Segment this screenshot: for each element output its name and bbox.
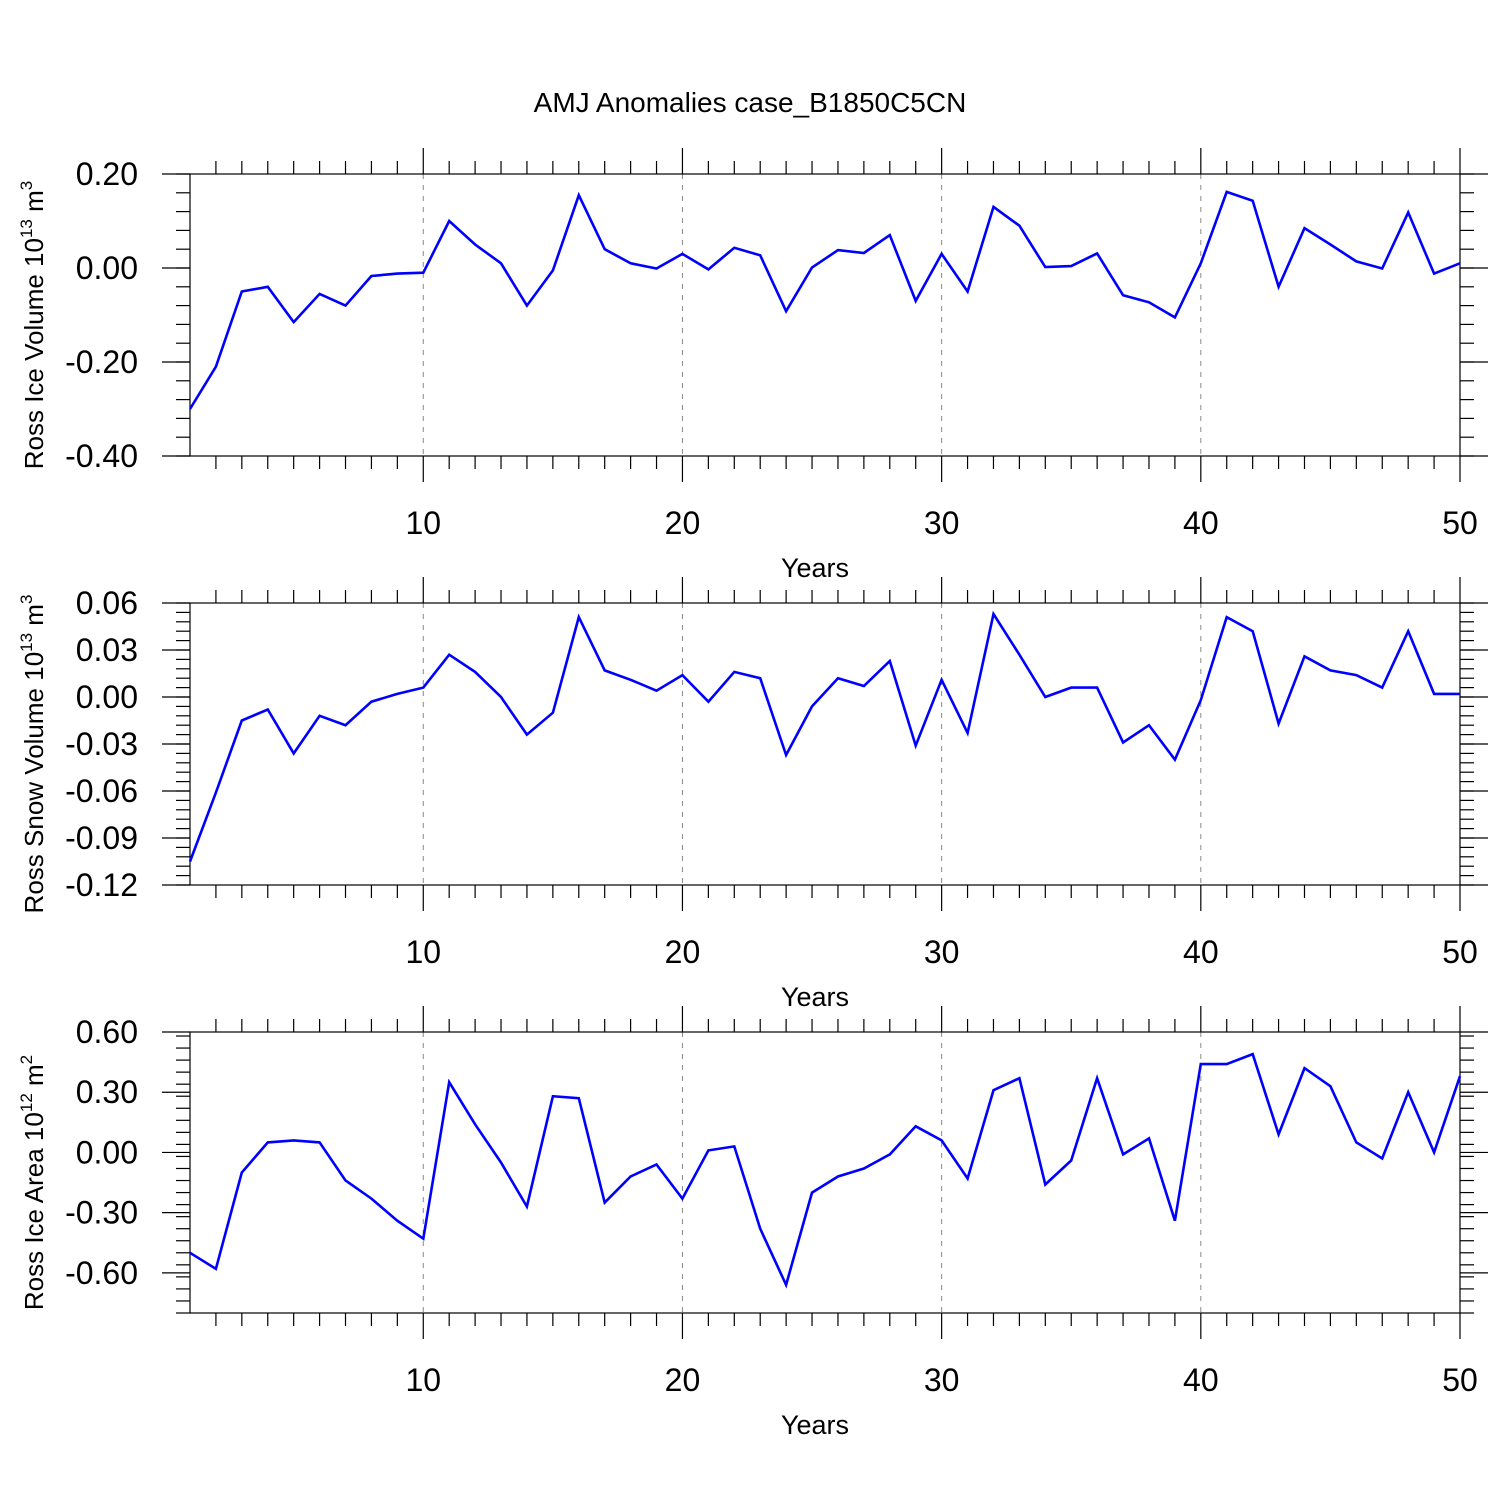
plot-frame — [189, 602, 1461, 886]
y-tick-label: 0.00 — [76, 1134, 138, 1170]
y-tick-label: -0.03 — [65, 726, 138, 762]
chart-panel-1: 10 20 30 40 50 -0.40 -0.20 0.00 0.20 Years Ross Ic… — [17, 148, 1488, 583]
x-tick-label: 20 — [665, 934, 701, 970]
x-tick-label: 10 — [405, 934, 441, 970]
y-tick-label: -0.12 — [65, 867, 138, 903]
y-tick-label: -0.60 — [65, 1255, 138, 1291]
y-tick-label: 0.00 — [76, 679, 138, 715]
x-tick-label: 20 — [665, 1362, 701, 1398]
x-tick-label: 40 — [1183, 934, 1219, 970]
y-tick-label: -0.30 — [65, 1195, 138, 1231]
x-tick-label: 40 — [1183, 1362, 1219, 1398]
x-axis-label: Years — [781, 1410, 849, 1440]
x-tick-label: 30 — [924, 505, 960, 541]
x-tick-label: 30 — [924, 1362, 960, 1398]
y-tick-label: 0.06 — [76, 585, 138, 621]
x-tick-label: 10 — [405, 505, 441, 541]
x-tick-label: 20 — [665, 505, 701, 541]
y-tick-label: -0.09 — [65, 820, 138, 856]
y-tick-label: 0.60 — [76, 1014, 138, 1050]
x-axis-label: Years — [781, 982, 849, 1012]
y-tick-label: -0.06 — [65, 773, 138, 809]
series-line — [188, 190, 1461, 410]
panels: 10 20 30 40 50 -0.40 -0.20 0.00 0.20 Years Ross Ic… — [17, 148, 1488, 1440]
figure-title: AMJ Anomalies case_B1850C5CN — [534, 87, 967, 118]
x-tick-label: 50 — [1442, 1362, 1478, 1398]
y-axis-label: Ross Ice Volume 1013 m3 — [17, 181, 49, 470]
x-tick-label: 50 — [1442, 934, 1478, 970]
y-tick-label: -0.20 — [65, 344, 138, 380]
y-tick-label: 0.30 — [76, 1074, 138, 1110]
y-axis-label: Ross Ice Area 1012 m2 — [17, 1055, 49, 1310]
plot-frame — [189, 173, 1461, 457]
series-line — [189, 1052, 1462, 1289]
y-axis-label: Ross Snow Volume 1013 m3 — [17, 595, 49, 914]
x-tick-label: 10 — [405, 1362, 441, 1398]
series-line — [188, 610, 1460, 862]
y-tick-label: 0.00 — [76, 250, 138, 286]
x-tick-label: 30 — [924, 934, 960, 970]
y-tick-label: 0.03 — [76, 632, 138, 668]
x-tick-label: 50 — [1442, 505, 1478, 541]
chart-panel-3: 10 20 30 40 50 -0.60 -0.30 0.00 0.30 0.60 Years Ros… — [17, 1006, 1488, 1440]
plot-frame — [189, 1031, 1461, 1314]
x-axis-label: Years — [781, 553, 849, 583]
x-tick-label: 40 — [1183, 505, 1219, 541]
y-tick-label: -0.40 — [65, 438, 138, 474]
chart-panel-2: 10 20 30 40 50 -0.12 -0.09 -0.06 -0.03 0.00 0.03 0.… — [17, 577, 1488, 1012]
y-tick-label: 0.20 — [76, 156, 138, 192]
